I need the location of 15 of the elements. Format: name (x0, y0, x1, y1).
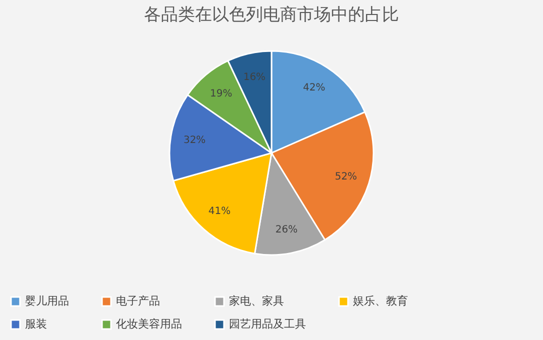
data-label: 19% (210, 88, 232, 100)
legend-label: 服装 (25, 318, 47, 330)
legend-label: 娱乐、教育 (353, 294, 408, 308)
legend-label: 园艺用品及工具 (229, 318, 306, 330)
data-label: 32% (183, 135, 206, 146)
legend-label: 婴儿用品 (25, 294, 69, 308)
legend-label: 化妆美容用品 (116, 318, 182, 330)
data-label: 16% (243, 72, 266, 83)
data-label: 52% (334, 171, 358, 182)
data-label: 42% (303, 82, 326, 94)
data-label: 41% (208, 206, 231, 218)
chart-title: 各品类在以色列电商市场中的占比 (144, 5, 399, 25)
data-label: 26% (275, 224, 298, 236)
legend-label: 家电、家具 (229, 294, 284, 308)
legend-label: 电子产品 (116, 294, 160, 308)
